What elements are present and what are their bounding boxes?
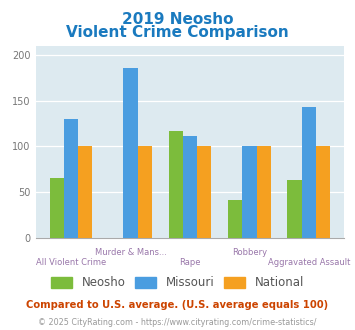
Text: Rape: Rape (179, 258, 201, 267)
Bar (288, 180, 302, 238)
Text: Violent Crime Comparison: Violent Crime Comparison (66, 25, 289, 40)
Bar (123, 68, 138, 238)
Text: © 2025 CityRating.com - https://www.cityrating.com/crime-statistics/: © 2025 CityRating.com - https://www.city… (38, 318, 317, 327)
Bar (183, 136, 197, 238)
Text: 2019 Neosho: 2019 Neosho (122, 12, 233, 26)
Text: Aggravated Assault: Aggravated Assault (268, 258, 350, 267)
Bar (257, 146, 271, 238)
Legend: Neosho, Missouri, National: Neosho, Missouri, National (46, 272, 309, 294)
Bar (78, 146, 92, 238)
Bar (138, 146, 152, 238)
Bar (316, 146, 330, 238)
Text: Compared to U.S. average. (U.S. average equals 100): Compared to U.S. average. (U.S. average … (26, 300, 329, 310)
Bar (64, 119, 78, 238)
Bar (228, 200, 242, 238)
Text: Robbery: Robbery (232, 248, 267, 257)
Bar (197, 146, 211, 238)
Bar (242, 147, 257, 238)
Bar (169, 131, 183, 238)
Text: Murder & Mans...: Murder & Mans... (94, 248, 166, 257)
Text: All Violent Crime: All Violent Crime (36, 258, 106, 267)
Bar (50, 178, 64, 238)
Bar (302, 107, 316, 238)
